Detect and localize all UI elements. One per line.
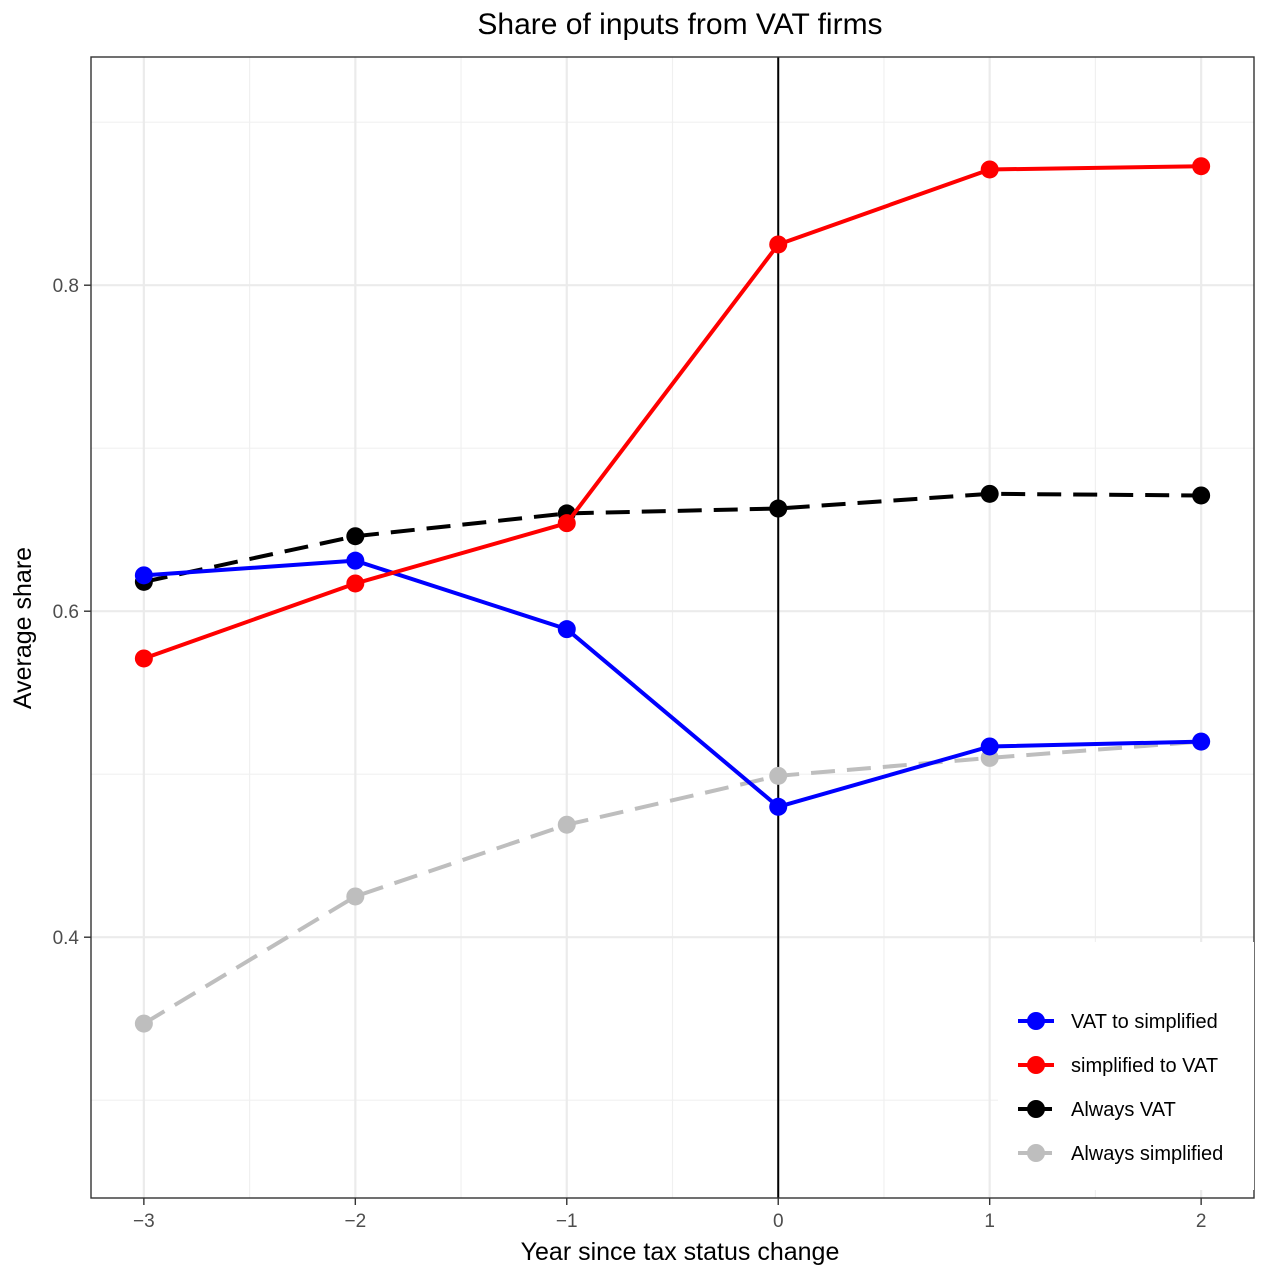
data-point [769,235,788,254]
y-axis-title: Average share [9,547,37,709]
x-axis: −3 −2 −1 0 1 2 [133,1198,1206,1232]
series-layer [134,157,1211,1033]
y-tick-label: 0.4 [53,928,80,949]
data-point [769,766,788,785]
data-point [980,484,999,503]
y-tick-label: 0.8 [53,276,79,297]
legend-key-point [1027,1056,1045,1074]
legend-item: VAT to simplified [1018,1011,1218,1033]
series-line [142,739,1202,1026]
legend-item: Always simplified [1018,1143,1223,1165]
legend-label: simplified to VAT [1071,1055,1218,1077]
data-point [557,620,576,639]
data-point [346,887,365,906]
chart-title: Share of inputs from VAT firms [477,8,882,41]
legend-key-point [1027,1012,1045,1030]
series-vat-to-simplified [134,551,1211,816]
series-line [143,164,1202,661]
minor-gridlines [91,57,1254,1198]
x-tick-label: 1 [984,1211,995,1232]
legend-label: VAT to simplified [1071,1011,1218,1033]
data-point [134,1014,153,1033]
data-point [980,160,999,179]
x-tick-label: −1 [556,1211,578,1232]
series-simplified-to-vat [134,157,1211,668]
data-point [769,797,788,816]
major-gridlines [91,57,1254,1198]
x-axis-title: Year since tax status change [521,1238,840,1266]
data-point [346,574,365,593]
series-line [143,558,1202,809]
y-axis: 0.4 0.6 0.8 [53,276,91,949]
legend-label: Always VAT [1071,1099,1176,1121]
legend-item: Always VAT [1018,1099,1176,1121]
x-tick-label: 2 [1196,1211,1207,1232]
plot-panel-border [90,56,1255,1199]
data-point [346,551,365,570]
y-tick-label: 0.6 [53,602,79,623]
data-point [134,566,153,585]
legend-key-point [1027,1100,1045,1118]
legend-key-point [1027,1144,1045,1162]
data-point [557,514,576,533]
series-line [143,491,1202,584]
x-tick-label: −3 [133,1211,155,1232]
data-point [557,815,576,834]
data-point [1192,157,1211,176]
data-point [134,649,153,668]
data-point [1192,486,1211,505]
legend: VAT to simplified simplified to VAT Always… [998,942,1254,1190]
data-point [980,737,999,756]
x-tick-label: 0 [773,1211,784,1232]
data-point [346,527,365,546]
x-tick-label: −2 [344,1211,366,1232]
data-point [1192,732,1211,751]
legend-item: simplified to VAT [1018,1055,1218,1077]
legend-label: Always simplified [1071,1143,1223,1165]
data-point [769,499,788,518]
